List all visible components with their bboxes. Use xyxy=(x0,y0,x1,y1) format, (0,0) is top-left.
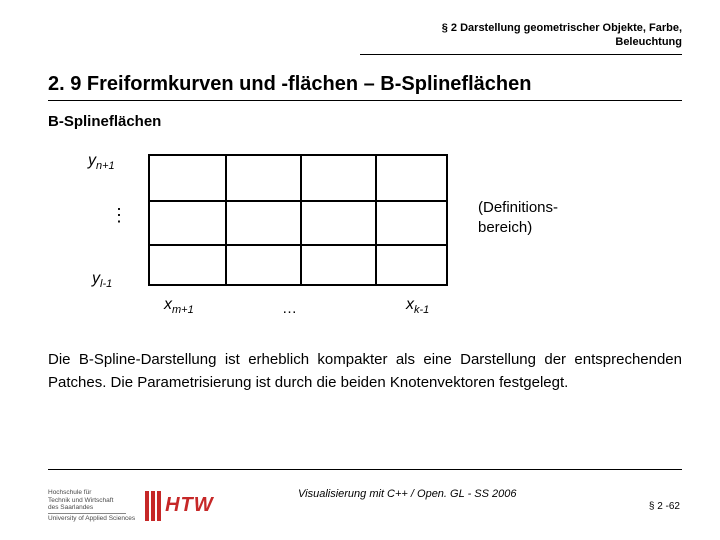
logo-sub: University of Applied Sciences xyxy=(48,515,135,522)
y-top-var: y xyxy=(88,152,96,169)
x-left-sub: m+1 xyxy=(172,304,194,316)
definition-line1: (Definitions- xyxy=(478,198,558,218)
htw-bars-icon xyxy=(145,491,161,521)
y-axis-vdots: ⋮ xyxy=(110,212,128,218)
definition-diagram: yn+1 ⋮ yl-1 (Definitions- bereich) xm+1 … xyxy=(88,150,628,330)
institution-text: Hochschule für Technik und Wirtschaft de… xyxy=(48,489,135,522)
logo-line: Hochschule für xyxy=(48,489,135,496)
grid-hline xyxy=(150,200,446,202)
patch-grid xyxy=(148,154,448,286)
y-axis-top-label: yn+1 xyxy=(88,152,115,172)
logo-line: des Saarlandes xyxy=(48,504,135,511)
chapter-header: § 2 Darstellung geometrischer Objekte, F… xyxy=(442,22,682,50)
logo-line: Technik und Wirtschaft xyxy=(48,497,135,504)
grid-hline xyxy=(150,244,446,246)
x-right-var: x xyxy=(406,296,414,313)
title-rule xyxy=(48,100,682,101)
page-number: § 2 -62 xyxy=(649,501,680,512)
x-axis-right-label: xk-1 xyxy=(406,296,429,316)
y-axis-bottom-label: yl-1 xyxy=(92,270,112,290)
grid-vline xyxy=(300,156,302,284)
body-paragraph: Die B-Spline-Darstellung ist erheblich k… xyxy=(48,348,682,395)
footer-caption: Visualisierung mit C++ / Open. GL - SS 2… xyxy=(298,488,517,500)
y-top-sub: n+1 xyxy=(96,160,115,172)
header-rule xyxy=(360,54,682,55)
htw-logo: HTW xyxy=(145,491,214,521)
x-axis-left-label: xm+1 xyxy=(164,296,194,316)
x-left-var: x xyxy=(164,296,172,313)
grid-vline xyxy=(375,156,377,284)
logo-separator xyxy=(48,513,126,514)
institution-logo: Hochschule für Technik und Wirtschaft de… xyxy=(48,489,214,522)
y-bot-var: y xyxy=(92,270,100,287)
htw-letters: HTW xyxy=(165,494,214,517)
section-subtitle: B-Splineflächen xyxy=(48,113,161,130)
x-axis-dots: … xyxy=(282,300,297,317)
chapter-header-line2: Beleuchtung xyxy=(442,36,682,50)
footer-rule xyxy=(48,469,682,470)
y-bot-sub: l-1 xyxy=(100,278,112,290)
definition-line2: bereich) xyxy=(478,218,558,238)
definition-label: (Definitions- bereich) xyxy=(478,198,558,237)
x-right-sub: k-1 xyxy=(414,304,429,316)
page-title: 2. 9 Freiformkurven und -flächen – B-Spl… xyxy=(48,73,531,96)
chapter-header-line1: § 2 Darstellung geometrischer Objekte, F… xyxy=(442,22,682,36)
grid-vline xyxy=(225,156,227,284)
